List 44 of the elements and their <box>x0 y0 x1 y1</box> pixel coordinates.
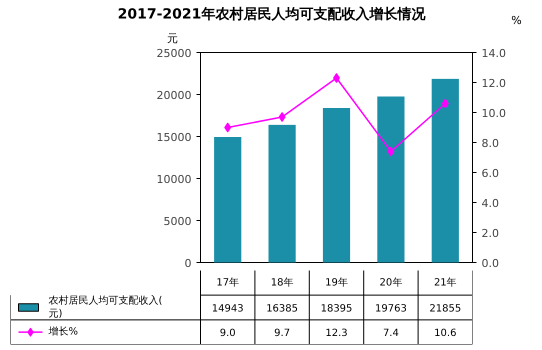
data-label: 16385 <box>266 304 298 314</box>
y-tick-label: 25000 <box>156 47 192 60</box>
y-tick-label: 0 <box>184 257 192 270</box>
y-tick-label: 15000 <box>156 131 192 144</box>
data-label: 9.7 <box>274 328 290 340</box>
bar <box>432 78 459 262</box>
data-label: 12.3 <box>325 328 348 340</box>
y-axis-title: 元 <box>167 32 178 45</box>
y2-tick-label: 4.0 <box>482 197 499 210</box>
data-label: 7.4 <box>382 328 399 340</box>
y2-tick-label: 8.0 <box>482 137 499 150</box>
point <box>442 98 449 108</box>
chart-title: 2017-2021年农村居民人均可支配收入增长情况 <box>118 6 426 22</box>
y2-tick-label: 2.0 <box>482 227 499 240</box>
data-label: 10.6 <box>434 328 456 340</box>
bar <box>214 136 242 262</box>
y2-tick-label: 10.0 <box>482 107 506 120</box>
x-tick-label: 19年 <box>325 276 348 288</box>
data-label: 9.0 <box>220 328 236 340</box>
y2-axis-title: % <box>511 14 522 27</box>
legend-label: 农村居民人均可支配收入(元) <box>48 294 162 320</box>
data-label: 18395 <box>320 304 352 314</box>
y-tick-label: 10000 <box>156 173 192 186</box>
point <box>333 73 340 83</box>
y2-tick-label: 0.0 <box>482 257 499 270</box>
bar <box>377 96 404 262</box>
point <box>224 122 232 132</box>
data-label: 14943 <box>212 304 244 314</box>
bar <box>322 108 350 262</box>
x-tick-label: 17年 <box>216 276 240 288</box>
point <box>278 112 286 122</box>
x-tick-label: 18年 <box>270 276 294 288</box>
y-tick-label: 20000 <box>156 89 192 102</box>
data-label: 21855 <box>429 304 462 314</box>
x-tick-label: 20年 <box>380 276 402 288</box>
bar <box>268 124 296 262</box>
y2-tick-label: 6.0 <box>482 167 499 180</box>
y2-tick-label: 12.0 <box>482 77 506 90</box>
y2-tick-label: 14.0 <box>482 47 506 60</box>
y-tick-label: 5000 <box>164 215 192 228</box>
legend-label: 增长% <box>48 326 78 338</box>
data-label: 19763 <box>374 304 407 314</box>
x-tick-label: 21年 <box>434 276 457 288</box>
point <box>387 146 394 156</box>
